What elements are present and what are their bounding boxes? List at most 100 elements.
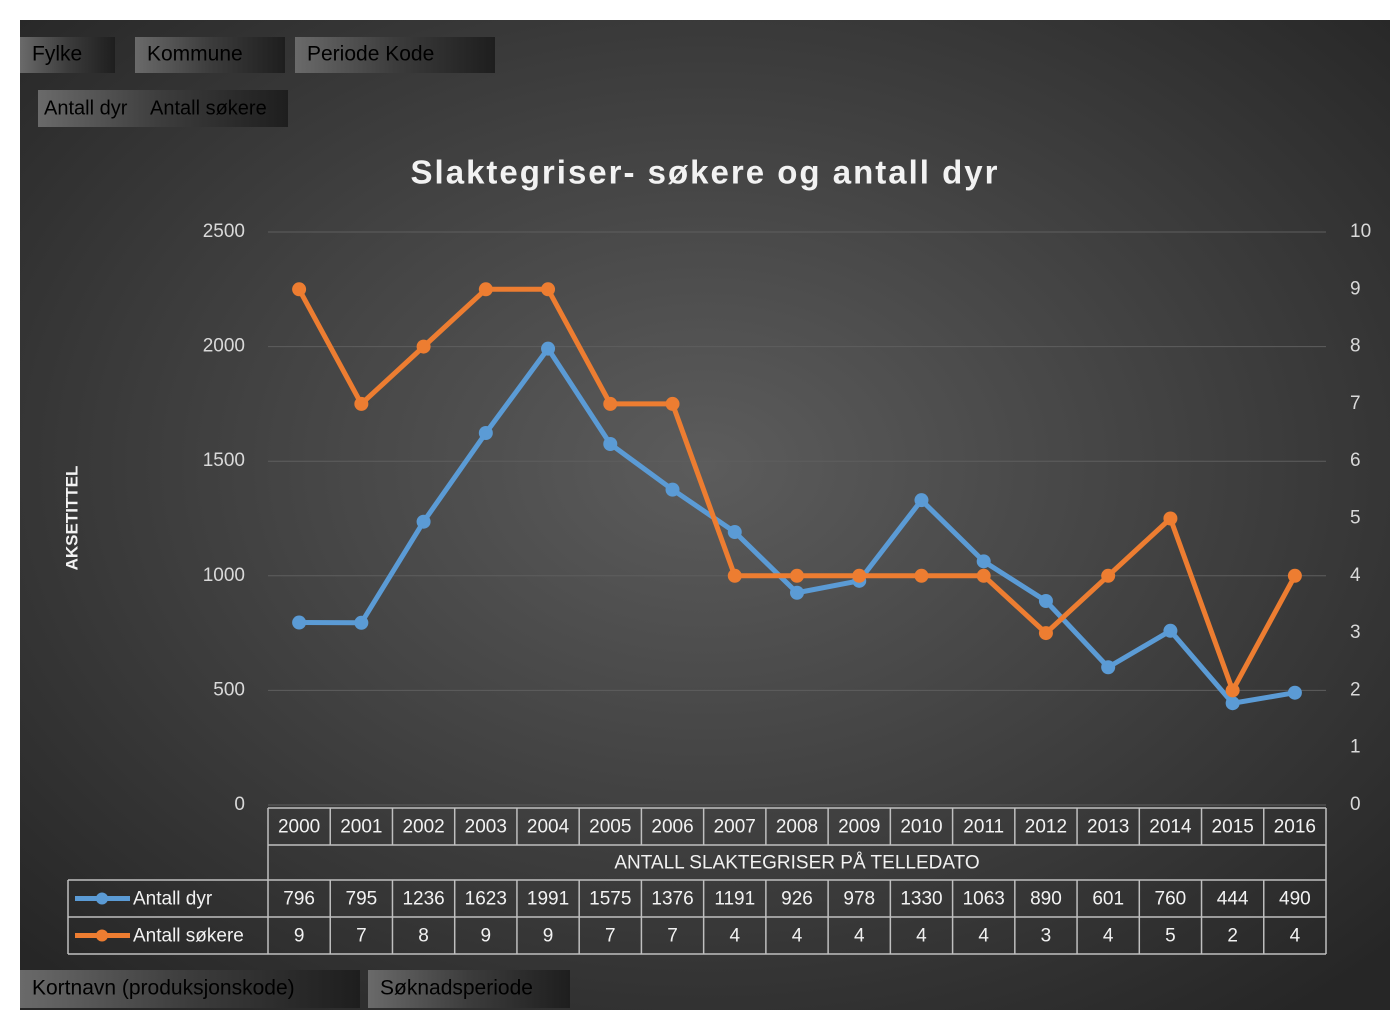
field-button[interactable] [20, 970, 360, 1008]
x-tick-label: 2013 [1087, 817, 1129, 838]
data-point [665, 396, 680, 411]
field-button-label[interactable]: Antall søkere [150, 97, 267, 119]
data-point [1225, 696, 1240, 711]
table-value: 9 [294, 926, 305, 947]
field-button-label[interactable]: Søknadsperiode [380, 977, 533, 1000]
data-point [976, 554, 991, 569]
y-tick-label: 0 [234, 794, 245, 815]
data-point [541, 282, 556, 297]
y2-tick-label: 6 [1350, 450, 1361, 471]
data-point [1287, 685, 1302, 700]
x-tick-label: 2007 [714, 817, 756, 838]
data-point [1287, 568, 1302, 583]
y-tick-label: 2000 [203, 336, 245, 357]
x-tick-label: 2014 [1149, 817, 1192, 838]
data-point [1101, 568, 1116, 583]
data-point [727, 568, 742, 583]
table-value: 8 [418, 926, 429, 947]
data-point [976, 568, 991, 583]
data-point [1038, 626, 1053, 641]
field-button-label[interactable]: Antall dyr [44, 97, 128, 119]
data-point [1101, 660, 1116, 675]
field-button[interactable] [38, 90, 288, 127]
field-button[interactable] [295, 37, 495, 73]
table-value: 4 [729, 926, 740, 947]
table-value: 1376 [651, 889, 693, 910]
field-button[interactable] [135, 37, 285, 73]
data-point [354, 615, 369, 630]
table-value: 7 [605, 926, 616, 947]
field-button[interactable] [368, 970, 570, 1008]
table-value: 7 [356, 926, 367, 947]
legend-marker [96, 892, 108, 905]
legend-label: Antall søkere [133, 926, 244, 947]
table-value: 7 [667, 926, 678, 947]
table-value: 4 [1103, 926, 1114, 947]
table-value: 3 [1041, 926, 1052, 947]
table-value: 760 [1155, 889, 1187, 910]
table-value: 926 [781, 889, 813, 910]
y2-tick-label: 0 [1350, 794, 1361, 815]
table-value: 4 [978, 926, 989, 947]
data-point [603, 396, 618, 411]
x-axis-title: ANTALL SLAKTEGRISER PÅ TELLEDATO [614, 853, 979, 874]
table-value: 978 [843, 889, 875, 910]
chart-title: Slaktegriser- søkere og antall dyr [411, 154, 1000, 191]
table-value: 5 [1165, 926, 1176, 947]
table-value: 9 [481, 926, 492, 947]
x-tick-label: 2001 [340, 817, 382, 838]
table-value: 4 [854, 926, 865, 947]
y2-tick-label: 2 [1350, 679, 1361, 700]
table-value: 1236 [402, 889, 444, 910]
x-tick-label: 2015 [1212, 817, 1254, 838]
x-tick-label: 2005 [589, 817, 631, 838]
table-value: 890 [1030, 889, 1062, 910]
legend-label: Antall dyr [133, 889, 213, 910]
data-point [852, 568, 867, 583]
x-tick-label: 2010 [900, 817, 942, 838]
table-value: 1623 [465, 889, 507, 910]
x-tick-label: 2008 [776, 817, 818, 838]
x-tick-label: 2000 [278, 817, 320, 838]
table-value: 2 [1227, 926, 1238, 947]
x-tick-label: 2002 [402, 817, 444, 838]
x-tick-label: 2003 [465, 817, 507, 838]
y2-tick-label: 10 [1350, 221, 1371, 242]
data-point [790, 585, 804, 600]
table-value: 490 [1279, 889, 1311, 910]
field-button-label[interactable]: Fylke [32, 43, 82, 66]
y-tick-label: 1500 [203, 450, 245, 471]
y-axis-title: AKSETITTEL [62, 466, 81, 571]
y2-tick-label: 7 [1350, 393, 1361, 414]
table-value: 795 [346, 889, 378, 910]
table-value: 1991 [527, 889, 569, 910]
table-value: 796 [283, 889, 315, 910]
table-value: 4 [916, 926, 927, 947]
table-value: 4 [1290, 926, 1301, 947]
y2-tick-label: 8 [1350, 336, 1361, 357]
field-button-label[interactable]: Periode Kode [307, 43, 434, 66]
data-point [292, 282, 307, 297]
table-value: 9 [543, 926, 554, 947]
data-point [1038, 594, 1053, 609]
field-button-label[interactable]: Kommune [147, 43, 243, 66]
data-point [478, 426, 493, 441]
data-point [1163, 511, 1178, 526]
data-point [603, 437, 618, 452]
data-point [914, 493, 929, 508]
data-point [914, 568, 929, 583]
y2-tick-label: 9 [1350, 278, 1361, 299]
x-tick-label: 2009 [838, 817, 880, 838]
field-button-label[interactable]: Kortnavn (produksjonskode) [32, 977, 295, 1000]
data-point [292, 615, 307, 630]
data-point [665, 482, 680, 497]
x-tick-label: 2011 [963, 817, 1004, 838]
y-tick-label: 1000 [203, 565, 245, 586]
x-tick-label: 2016 [1274, 817, 1316, 838]
field-button[interactable] [20, 37, 115, 73]
data-point [790, 568, 804, 583]
table-value: 1575 [589, 889, 631, 910]
table-value: 1191 [714, 889, 755, 910]
data-point [416, 339, 431, 354]
